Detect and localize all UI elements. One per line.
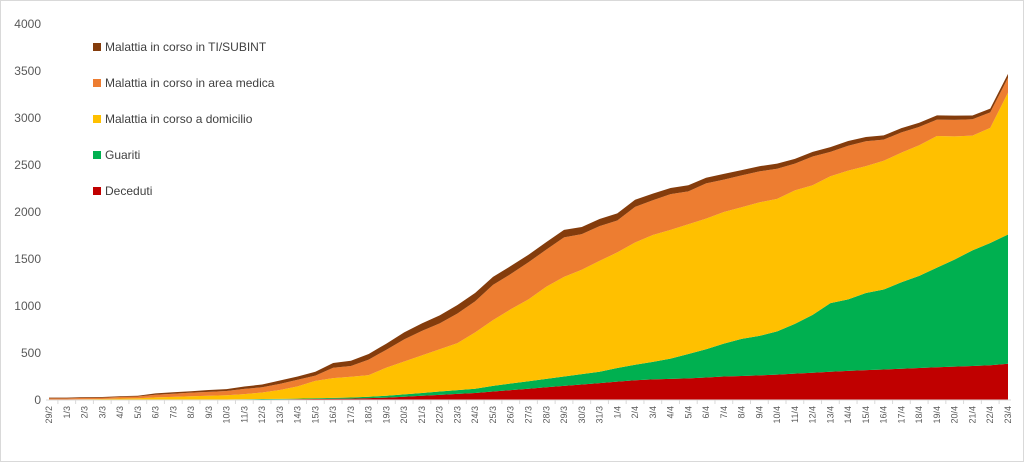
x-tick-label: 31/3 bbox=[595, 406, 605, 424]
y-tick-label: 1500 bbox=[14, 252, 41, 266]
x-tick-label: 16/4 bbox=[879, 406, 889, 424]
x-tick-label: 6/4 bbox=[701, 406, 711, 419]
axes-layer: 0 500 1000 1500 2000 2500 3000 3500 4000 29/2 1/3 2… bbox=[14, 17, 1013, 424]
legend-label: Malattia in corso a domicilio bbox=[105, 112, 253, 126]
x-tick-label: 6/3 bbox=[151, 406, 161, 419]
legend-swatch bbox=[93, 79, 101, 87]
y-tick-label: 0 bbox=[34, 393, 41, 407]
x-tick-label: 1/3 bbox=[62, 406, 72, 419]
x-tick-label: 16/3 bbox=[328, 406, 338, 424]
legend-label: Malattia in corso in TI/SUBINT bbox=[105, 40, 267, 54]
legend-swatch bbox=[93, 115, 101, 123]
x-tick-label: 5/4 bbox=[683, 406, 693, 419]
x-tick-label: 9/3 bbox=[204, 406, 214, 419]
series-area-malattia-in-corso-a-domicilio bbox=[49, 92, 1008, 401]
x-tick-label: 12/3 bbox=[257, 406, 267, 424]
x-tick-label: 20/3 bbox=[399, 406, 409, 424]
x-tick-label: 2/4 bbox=[630, 406, 640, 419]
x-tick-label: 11/3 bbox=[239, 406, 249, 423]
x-tick-label: 15/4 bbox=[861, 406, 871, 424]
x-tick-label: 17/4 bbox=[896, 406, 906, 424]
series-area-guariti bbox=[49, 234, 1008, 400]
x-tick-label: 7/3 bbox=[168, 406, 178, 419]
x-tick-label: 3/3 bbox=[97, 406, 107, 419]
x-tick-label: 20/4 bbox=[950, 406, 960, 424]
x-tick-label: 30/3 bbox=[577, 406, 587, 424]
x-tick-label: 19/4 bbox=[932, 406, 942, 424]
x-tick-label: 7/4 bbox=[719, 406, 729, 419]
x-tick-label: 14/3 bbox=[293, 406, 303, 424]
x-tick-label: 21/4 bbox=[967, 406, 977, 424]
legend-label: Guariti bbox=[105, 148, 140, 162]
y-tick-label: 3500 bbox=[14, 64, 41, 78]
x-tick-label: 14/4 bbox=[843, 406, 853, 424]
x-tick-label: 13/4 bbox=[825, 406, 835, 424]
x-tick-label: 24/3 bbox=[470, 406, 480, 424]
x-tick-label: 18/4 bbox=[914, 406, 924, 424]
x-tick-label: 3/4 bbox=[648, 406, 658, 419]
series-area-deceduti bbox=[49, 363, 1008, 400]
x-tick-label: 11/4 bbox=[790, 406, 800, 423]
x-tick-label: 10/3 bbox=[222, 406, 232, 424]
legend-swatch bbox=[93, 151, 101, 159]
y-tick-label: 500 bbox=[21, 346, 41, 360]
legend-swatch bbox=[93, 187, 101, 195]
x-tick-label: 21/3 bbox=[417, 406, 427, 424]
x-tick-label: 19/3 bbox=[381, 406, 391, 424]
y-tick-label: 4000 bbox=[14, 17, 41, 31]
x-tick-label: 5/3 bbox=[133, 406, 143, 419]
y-tick-label: 3000 bbox=[14, 111, 41, 125]
x-tick-label: 27/3 bbox=[524, 406, 534, 424]
y-tick-label: 2000 bbox=[14, 205, 41, 219]
x-tick-label: 8/4 bbox=[737, 406, 747, 419]
x-tick-label: 28/3 bbox=[541, 406, 551, 424]
x-tick-label: 2/3 bbox=[80, 406, 90, 419]
x-tick-label: 4/3 bbox=[115, 406, 125, 419]
x-tick-label: 13/3 bbox=[275, 406, 285, 424]
x-tick-label: 22/4 bbox=[985, 406, 995, 424]
x-tick-label: 22/3 bbox=[435, 406, 445, 424]
x-tick-label: 29/3 bbox=[559, 406, 569, 424]
x-tick-label: 18/3 bbox=[364, 406, 374, 424]
legend-label: Deceduti bbox=[105, 184, 152, 198]
x-tick-label: 23/4 bbox=[1003, 406, 1013, 424]
x-tick-label: 1/4 bbox=[612, 406, 622, 419]
x-tick-label: 26/3 bbox=[506, 406, 516, 424]
y-tick-label: 1000 bbox=[14, 299, 41, 313]
x-tick-label: 29/2 bbox=[44, 406, 54, 424]
x-tick-label: 9/4 bbox=[754, 406, 764, 419]
x-tick-label: 10/4 bbox=[772, 406, 782, 424]
x-tick-label: 15/3 bbox=[310, 406, 320, 424]
areas-layer bbox=[49, 73, 1008, 401]
x-tick-label: 8/3 bbox=[186, 406, 196, 419]
x-tick-label: 17/3 bbox=[346, 406, 356, 424]
x-tick-label: 23/3 bbox=[452, 406, 462, 424]
x-tick-label: 12/4 bbox=[808, 406, 818, 424]
legend: Malattia in corso in TI/SUBINT Malattia i… bbox=[93, 40, 275, 198]
x-tick-label: 4/4 bbox=[666, 406, 676, 419]
x-tick-label: 25/3 bbox=[488, 406, 498, 424]
legend-swatch bbox=[93, 43, 101, 51]
legend-label: Malattia in corso in area medica bbox=[105, 76, 275, 90]
y-tick-label: 2500 bbox=[14, 158, 41, 172]
